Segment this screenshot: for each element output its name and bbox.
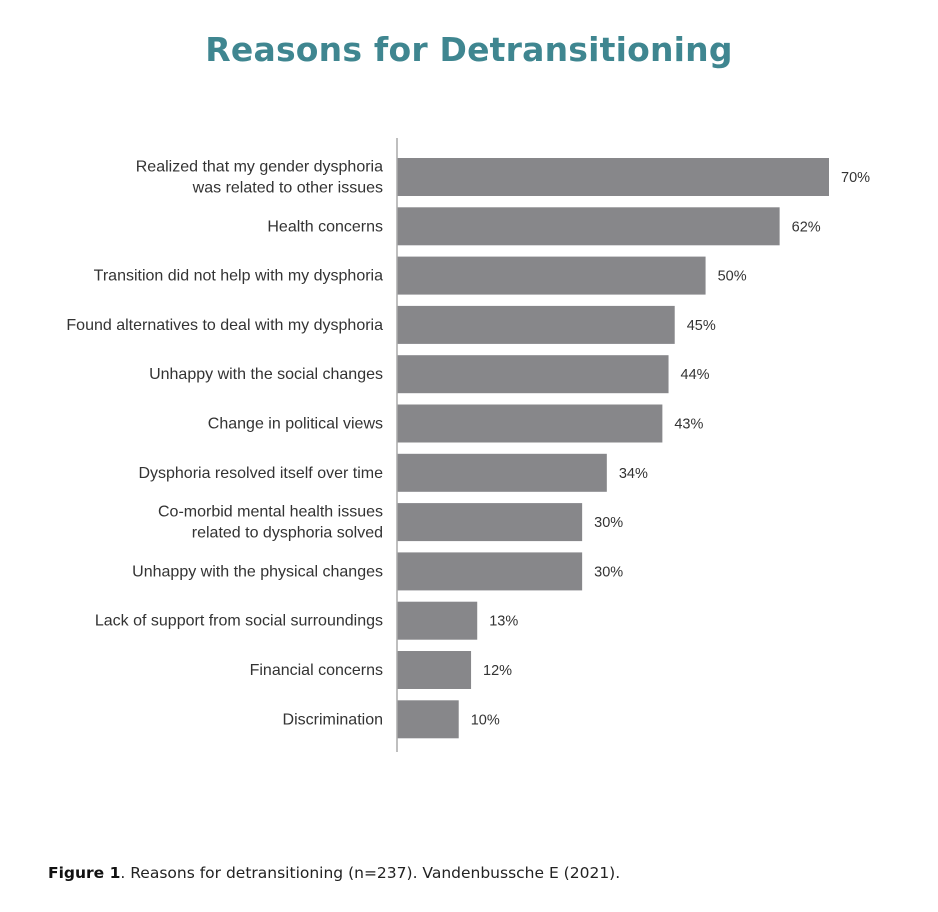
value-label: 50% xyxy=(718,269,747,285)
value-label: 30% xyxy=(594,515,623,531)
bar xyxy=(397,256,706,295)
value-labels-group: 70% 62% 50% 45% 44% 43% 34% 30% 30% 13% 12% 10% xyxy=(471,170,870,728)
bar xyxy=(397,207,780,246)
value-label: 44% xyxy=(681,367,710,383)
category-label: Health concerns xyxy=(267,218,383,235)
bar xyxy=(397,158,829,196)
figure-caption: Figure 1. Reasons for detransitioning (n… xyxy=(48,864,620,882)
figure-label: Figure 1 xyxy=(48,864,121,882)
value-label: 34% xyxy=(619,466,648,482)
category-labels-group: Realized that my gender dysphoria was rel… xyxy=(66,159,383,729)
category-label: Realized that my gender dysphoria was rel… xyxy=(136,159,383,197)
value-label: 12% xyxy=(483,663,512,679)
bar xyxy=(397,601,478,640)
category-label: Discrimination xyxy=(283,711,383,728)
value-label: 13% xyxy=(489,614,518,630)
value-label: 70% xyxy=(841,170,870,186)
value-label: 10% xyxy=(471,712,500,728)
category-label: Dysphoria resolved itself over time xyxy=(138,465,383,482)
bar xyxy=(397,700,459,739)
category-label: Change in political views xyxy=(208,416,383,433)
category-label: Financial concerns xyxy=(250,662,383,679)
chart-title: Reasons for Detransitioning xyxy=(205,30,733,69)
category-label: Transition did not help with my dysphori… xyxy=(94,268,383,285)
bar xyxy=(397,503,583,542)
category-label: Unhappy with the physical changes xyxy=(132,563,383,580)
value-label: 45% xyxy=(687,318,716,334)
bars-group xyxy=(397,158,829,739)
value-label: 43% xyxy=(674,417,703,433)
value-label: 30% xyxy=(594,564,623,580)
category-label: Lack of support from social surroundings xyxy=(95,613,383,630)
bar xyxy=(397,404,663,443)
bar xyxy=(397,552,583,591)
category-label: Unhappy with the social changes xyxy=(149,366,383,383)
bar xyxy=(397,355,669,394)
bar xyxy=(397,305,675,344)
bar xyxy=(397,453,607,492)
caption-text: . Reasons for detransitioning (n=237). V… xyxy=(120,864,621,882)
bar-chart: Realized that my gender dysphoria was rel… xyxy=(66,138,870,752)
category-label: Co-morbid mental health issues related to… xyxy=(158,504,383,542)
category-label: Found alternatives to deal with my dysph… xyxy=(66,317,383,334)
value-label: 62% xyxy=(792,219,821,235)
bar xyxy=(397,651,472,689)
